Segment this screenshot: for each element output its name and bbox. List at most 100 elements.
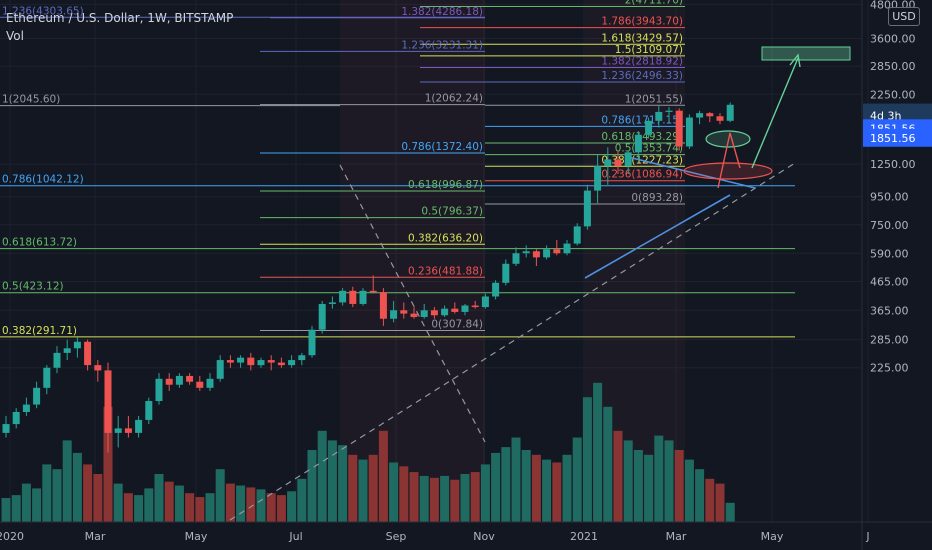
candle-body	[512, 253, 520, 264]
volume-bar	[684, 459, 694, 522]
arrow-head	[789, 53, 801, 68]
volume-bar	[134, 495, 144, 522]
candle-body	[318, 303, 326, 330]
candle-body	[288, 360, 296, 366]
volume-bar	[307, 450, 317, 522]
time-tick-label: Nov	[473, 530, 495, 543]
fib-level-label: 0.786(1372.40)	[401, 141, 483, 153]
candle-body	[155, 378, 163, 402]
currency-badge[interactable]: USD	[888, 7, 920, 26]
volume-bar	[195, 497, 205, 522]
volume-bar	[83, 464, 93, 522]
volume-bar	[664, 440, 674, 522]
candle-body	[532, 251, 540, 258]
volume-bar	[317, 430, 327, 522]
time-tick-label: 2021	[570, 530, 598, 543]
candle-body	[502, 263, 510, 283]
volume-bar	[72, 452, 82, 522]
candle-body	[165, 378, 173, 385]
volume-bar	[327, 440, 337, 522]
candle-body	[226, 360, 234, 363]
candle-body	[645, 120, 653, 135]
candle-body	[441, 308, 449, 316]
volume-bar	[613, 430, 623, 522]
candle-body	[175, 375, 183, 385]
volume-bar	[440, 475, 450, 522]
volume-bar	[164, 481, 174, 522]
drawing-layer[interactable]	[229, 46, 851, 521]
candle-body	[543, 249, 551, 258]
candle-body	[237, 357, 245, 363]
volume-bar	[21, 483, 31, 522]
resistance-trend-line	[627, 156, 756, 189]
candle-body	[247, 357, 255, 366]
volume-bar	[205, 493, 215, 522]
candle-body	[135, 419, 143, 433]
fib-level-label: 0.236(481.88)	[408, 265, 483, 277]
volume-bar	[287, 491, 297, 522]
volume-bar	[460, 474, 470, 522]
fib-level-label: 1.5(3109.07)	[615, 44, 683, 56]
time-tick-label: May	[761, 530, 784, 543]
candle-body	[430, 310, 438, 316]
price-tick-label: 1250.00	[870, 158, 916, 171]
fib-level-label: 1.786(3943.70)	[601, 16, 683, 28]
candle-body	[186, 375, 194, 382]
volume-bar	[552, 462, 562, 522]
price-tick-label: 285.00	[870, 334, 909, 347]
volume-bar	[368, 454, 378, 522]
candle-body	[53, 352, 61, 368]
candle-body	[634, 134, 642, 153]
volume-bar	[593, 382, 603, 522]
dashed-trend-line	[229, 162, 796, 521]
volume-bar	[215, 469, 225, 522]
candle-body	[308, 329, 316, 356]
candle-body	[22, 404, 30, 412]
volume-bar	[674, 450, 684, 522]
volume-bar	[1, 498, 11, 522]
candle-body	[379, 292, 387, 319]
time-tick-label: Mar	[666, 530, 687, 543]
fib-level-label: 0.5(1353.74)	[615, 143, 683, 155]
volume-bar	[378, 430, 388, 522]
volume-bar	[256, 489, 266, 522]
price-tick-label: 950.00	[870, 191, 909, 204]
volume-bar	[511, 437, 521, 522]
candle-body	[553, 249, 561, 254]
candle-body	[206, 378, 214, 388]
candle-body	[696, 113, 704, 118]
fib-level-label: 1(2045.60)	[2, 94, 60, 106]
price-label-box	[863, 128, 932, 147]
volume-layer	[1, 382, 735, 522]
candle-body	[400, 310, 408, 314]
volume-bar	[389, 462, 399, 522]
volume-bar	[531, 454, 541, 522]
volume-bar	[276, 495, 286, 522]
candle-body	[461, 305, 469, 312]
highlight-band	[340, 0, 485, 522]
volume-bar	[470, 472, 480, 522]
price-tick-label: 4800.00	[870, 0, 916, 11]
fib-level-label: 1(2051.55)	[625, 93, 683, 105]
volume-bar	[491, 452, 501, 522]
candle-body	[124, 428, 132, 433]
volume-bar	[715, 483, 725, 522]
volume-bar	[174, 485, 184, 522]
time-tick-label: Sep	[386, 530, 407, 543]
volume-bar	[144, 488, 154, 522]
time-tick-label: J	[865, 530, 869, 543]
volume-bar	[266, 493, 276, 522]
volume-bar	[358, 459, 368, 522]
candle-body	[257, 360, 265, 366]
volume-bar	[348, 454, 358, 522]
price-tick-label: 465.00	[870, 276, 909, 289]
volume-bar	[32, 488, 42, 522]
candle-body	[267, 360, 275, 363]
candle-body	[624, 152, 632, 167]
volume-bar	[62, 440, 72, 522]
volume-bar	[623, 440, 633, 522]
candle-body	[665, 110, 673, 112]
volume-bar	[725, 502, 735, 522]
